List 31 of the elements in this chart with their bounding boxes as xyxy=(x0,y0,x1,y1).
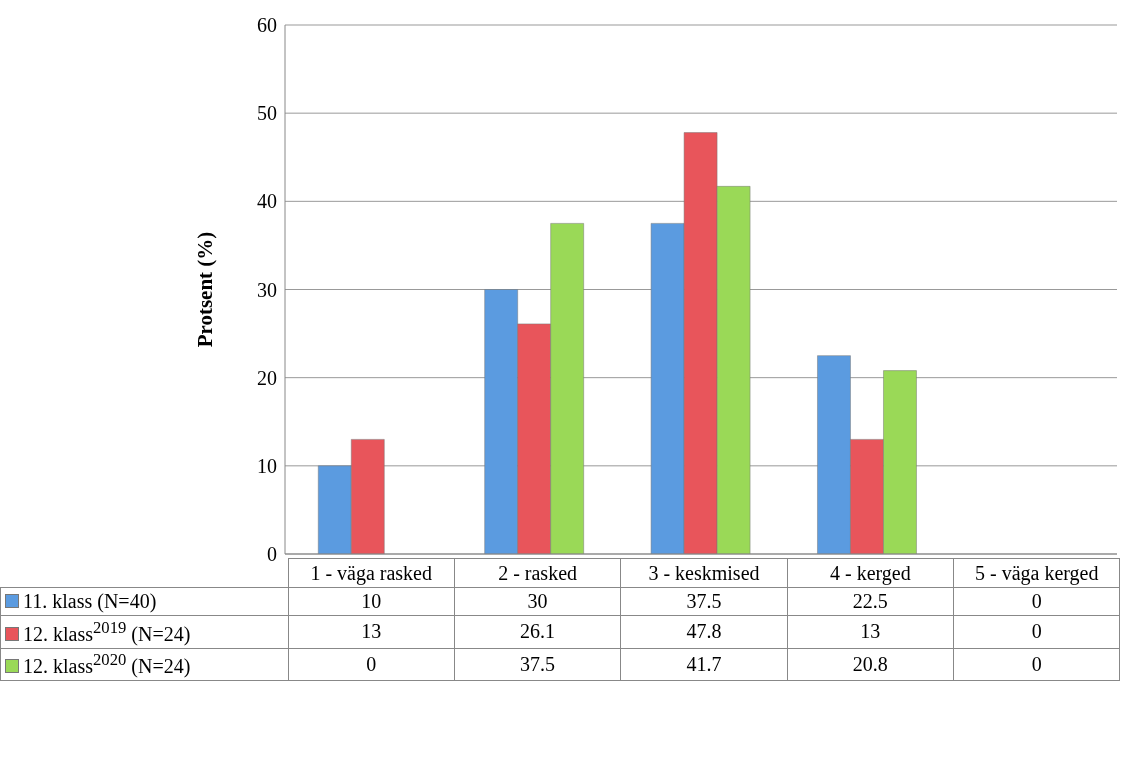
legend-label: 11. klass (N=40) xyxy=(23,590,157,612)
x-tick-label: 2 - rasked xyxy=(454,558,621,588)
y-tick-label: 30 xyxy=(257,278,277,301)
y-tick-label: 10 xyxy=(257,454,277,477)
data-label: 41.7 xyxy=(620,648,788,681)
y-tick-label: 50 xyxy=(257,102,277,125)
data-label: 0 xyxy=(953,587,1120,616)
data-label: 20.8 xyxy=(787,648,954,681)
x-tick-label: 4 - kerged xyxy=(787,558,954,588)
data-label: 47.8 xyxy=(620,615,788,649)
data-label: 10 xyxy=(288,587,455,616)
data-label: 13 xyxy=(787,615,954,649)
data-label: 0 xyxy=(953,615,1120,649)
y-tick-label: 60 xyxy=(257,14,277,37)
data-label: 37.5 xyxy=(454,648,621,681)
y-tick-label: 0 xyxy=(267,543,277,566)
legend-label: 12. klass$^{2020}$ (N=24) xyxy=(23,650,191,678)
data-label: 22.5 xyxy=(787,587,954,616)
x-tick-label: 5 - väga kerged xyxy=(953,558,1120,588)
x-tick-label: 3 - keskmised xyxy=(620,558,788,588)
y-tick-label: 20 xyxy=(257,366,277,389)
data-label: 30 xyxy=(454,587,621,616)
y-tick-label: 40 xyxy=(257,190,277,213)
legend-label: 12. klass$^{2019}$ (N=24) xyxy=(23,618,191,645)
data-label: 13 xyxy=(288,615,455,649)
data-label: 0 xyxy=(288,648,455,681)
y-axis-title: Protsent (%) xyxy=(193,231,218,348)
data-label: 0 xyxy=(953,648,1120,681)
data-label: 37.5 xyxy=(620,587,788,616)
x-tick-label: 1 - väga rasked xyxy=(288,558,455,588)
data-label: 26.1 xyxy=(454,615,621,649)
